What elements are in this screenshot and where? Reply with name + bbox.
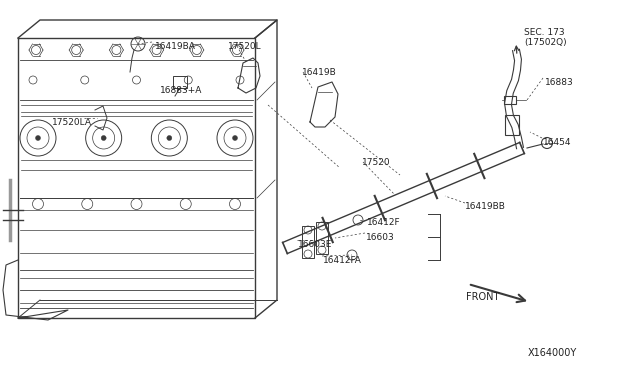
Text: 16883: 16883 <box>545 78 573 87</box>
Text: 17520L: 17520L <box>228 42 262 51</box>
Text: 16412F: 16412F <box>367 218 401 227</box>
Bar <box>316 222 328 254</box>
Text: 16883+A: 16883+A <box>160 86 202 95</box>
Circle shape <box>167 135 172 141</box>
Text: 17520: 17520 <box>362 158 390 167</box>
Circle shape <box>232 135 237 141</box>
Text: SEC. 173
(17502Q): SEC. 173 (17502Q) <box>524 28 566 47</box>
Circle shape <box>101 135 106 141</box>
Text: 16419BB: 16419BB <box>465 202 506 211</box>
Text: FRONT: FRONT <box>466 292 499 302</box>
Bar <box>173 76 187 88</box>
Circle shape <box>35 135 40 141</box>
Text: 16603E: 16603E <box>298 240 332 249</box>
Bar <box>505 115 519 135</box>
Text: X164000Y: X164000Y <box>528 348 577 358</box>
Bar <box>302 226 314 258</box>
Text: 16419B: 16419B <box>302 68 337 77</box>
Text: 16454: 16454 <box>543 138 572 147</box>
Text: 16419BA: 16419BA <box>155 42 196 51</box>
Bar <box>504 96 516 104</box>
Text: 16603: 16603 <box>366 233 395 242</box>
Text: 16412FA: 16412FA <box>323 256 362 265</box>
Text: 17520LA: 17520LA <box>52 118 92 127</box>
